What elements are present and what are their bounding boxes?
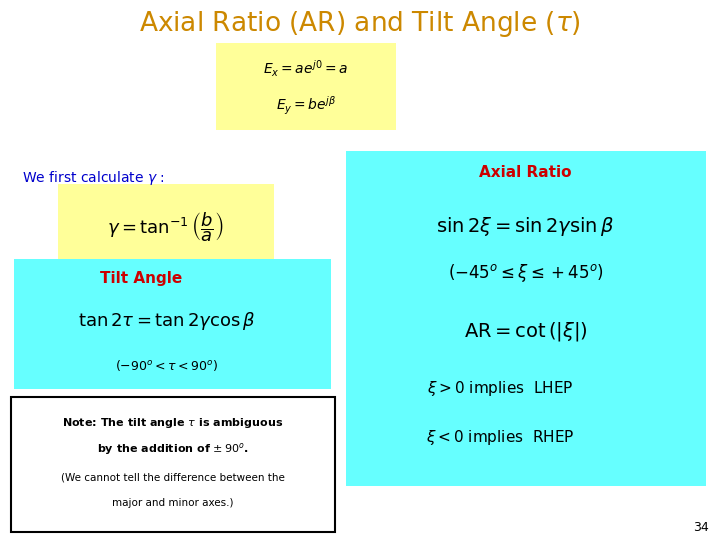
Text: We first calculate $\gamma$ :: We first calculate $\gamma$ :: [22, 169, 165, 187]
Text: ($-90^o < \tau < 90^o$): ($-90^o < \tau < 90^o$): [115, 358, 218, 373]
Text: $\mathrm{AR} = \cot\left(|\xi|\right)$: $\mathrm{AR} = \cot\left(|\xi|\right)$: [464, 321, 588, 343]
Text: Axial Ratio (AR) and Tilt Angle ($\tau$): Axial Ratio (AR) and Tilt Angle ($\tau$): [139, 9, 581, 39]
Text: major and minor axes.): major and minor axes.): [112, 498, 233, 508]
Text: Axial Ratio: Axial Ratio: [480, 165, 572, 180]
Text: by the addition of $\pm\, 90^o$.: by the addition of $\pm\, 90^o$.: [97, 441, 248, 457]
Text: 34: 34: [693, 521, 709, 534]
Text: $\sin 2\xi = \sin 2\gamma \sin\beta$: $\sin 2\xi = \sin 2\gamma \sin\beta$: [436, 215, 615, 238]
FancyBboxPatch shape: [58, 184, 274, 270]
Text: Note: The tilt angle $\tau$ is ambiguous: Note: The tilt angle $\tau$ is ambiguous: [62, 416, 284, 430]
Text: $\xi < 0$ implies  RHEP: $\xi < 0$ implies RHEP: [426, 428, 575, 447]
FancyBboxPatch shape: [216, 43, 396, 130]
Text: (We cannot tell the difference between the: (We cannot tell the difference between t…: [61, 472, 284, 482]
Text: Tilt Angle: Tilt Angle: [100, 271, 182, 286]
Text: $\left(-45^o \leq \xi \leq +45^o\right)$: $\left(-45^o \leq \xi \leq +45^o\right)$: [448, 262, 603, 285]
FancyBboxPatch shape: [346, 151, 706, 486]
Text: $\xi > 0$ implies  LHEP: $\xi > 0$ implies LHEP: [427, 380, 574, 399]
Text: $\tan 2\tau = \tan 2\gamma \cos\beta$: $\tan 2\tau = \tan 2\gamma \cos\beta$: [78, 310, 255, 333]
Text: $E_x = ae^{j0} = a$: $E_x = ae^{j0} = a$: [264, 59, 348, 79]
Text: $E_y = be^{j\beta}$: $E_y = be^{j\beta}$: [276, 94, 336, 117]
Text: $\gamma = \tan^{-1}\left(\dfrac{b}{a}\right)$: $\gamma = \tan^{-1}\left(\dfrac{b}{a}\ri…: [107, 210, 224, 244]
FancyBboxPatch shape: [14, 259, 331, 389]
FancyBboxPatch shape: [11, 397, 335, 532]
